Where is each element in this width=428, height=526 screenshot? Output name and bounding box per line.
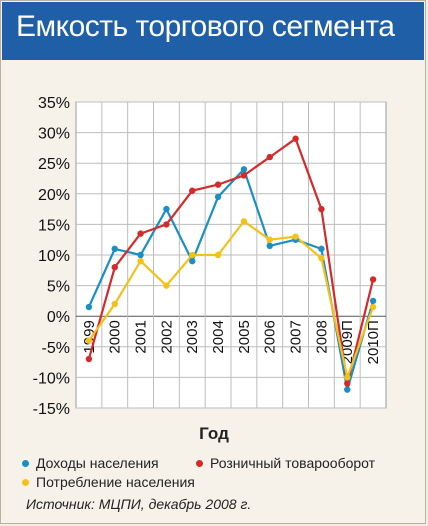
data-point	[85, 337, 93, 344]
x-tick-label: 2005	[236, 320, 253, 353]
data-point	[214, 193, 222, 201]
data-point	[189, 251, 196, 259]
x-tick-label: 2004	[210, 320, 227, 353]
title-bar: Емкость торгового сегмента	[2, 2, 424, 60]
data-point	[137, 257, 144, 265]
data-point	[344, 386, 351, 393]
data-point	[111, 245, 118, 253]
legend-label: Розничный товарооборот	[210, 455, 376, 471]
legend-label: Доходы населения	[36, 455, 159, 471]
data-point	[240, 218, 248, 225]
data-point	[318, 205, 325, 213]
data-point	[189, 187, 196, 194]
y-tick-label: 0%	[47, 309, 70, 326]
legend-marker-icon	[22, 478, 29, 486]
data-point	[292, 233, 299, 240]
y-tick-label: -15%	[33, 401, 70, 418]
data-point	[137, 251, 144, 259]
x-tick-label: 2006	[262, 320, 279, 353]
legend-marker-icon	[196, 459, 203, 467]
data-point	[85, 355, 93, 363]
legend-item-retail: Розничный товарооборот	[196, 455, 375, 471]
chart-title: Емкость торгового сегмента	[16, 10, 395, 43]
data-point	[111, 300, 118, 308]
data-point	[369, 297, 377, 305]
y-tick-label: 10%	[38, 248, 70, 265]
x-tick-label: 2003	[184, 320, 201, 353]
data-point	[266, 236, 273, 243]
data-point	[163, 205, 170, 213]
x-tick-label: 2010П	[365, 320, 382, 364]
y-tick-label: -10%	[33, 370, 70, 387]
data-point	[111, 264, 118, 271]
y-tick-label: 5%	[47, 279, 70, 296]
series-line	[88, 220, 375, 379]
y-tick-label: 35%	[38, 95, 70, 112]
series-line	[87, 137, 375, 385]
y-tick-label: 20%	[38, 187, 70, 204]
x-tick-label: 2002	[158, 320, 175, 353]
x-tick-label: 2008	[313, 320, 330, 353]
source-note: Источник: МЦПИ, декабрь 2008 г.	[26, 496, 252, 512]
y-tick-label: 30%	[38, 126, 70, 143]
data-point	[369, 303, 377, 311]
data-point	[163, 282, 170, 289]
x-tick-label: 2007	[288, 320, 305, 353]
data-point	[369, 276, 377, 283]
data-point	[266, 153, 273, 161]
x-tick-label: 2001	[133, 320, 150, 353]
legend-item-income: Доходы населения	[22, 455, 159, 471]
data-point	[189, 257, 196, 265]
data-point	[344, 374, 351, 381]
y-tick-label: -5%	[42, 340, 70, 357]
data-point	[214, 181, 222, 188]
data-point	[85, 303, 93, 311]
data-point	[240, 166, 248, 173]
y-tick-label: 15%	[38, 217, 70, 234]
data-point	[240, 172, 248, 179]
data-point	[137, 230, 144, 237]
data-point	[318, 245, 325, 253]
data-point	[318, 254, 325, 262]
legend-marker-icon	[22, 459, 29, 467]
x-tick-label: 2000	[107, 320, 124, 353]
data-point	[266, 242, 273, 250]
series-line	[87, 168, 375, 391]
legend-item-consumption: Потребление населения	[22, 474, 195, 490]
data-point	[163, 221, 170, 228]
data-point	[214, 251, 222, 259]
data-point	[292, 135, 299, 142]
x-axis-title: Год	[199, 424, 229, 443]
data-point	[344, 380, 351, 387]
legend-label: Потребление населения	[36, 474, 195, 490]
y-tick-label: 25%	[38, 156, 70, 173]
